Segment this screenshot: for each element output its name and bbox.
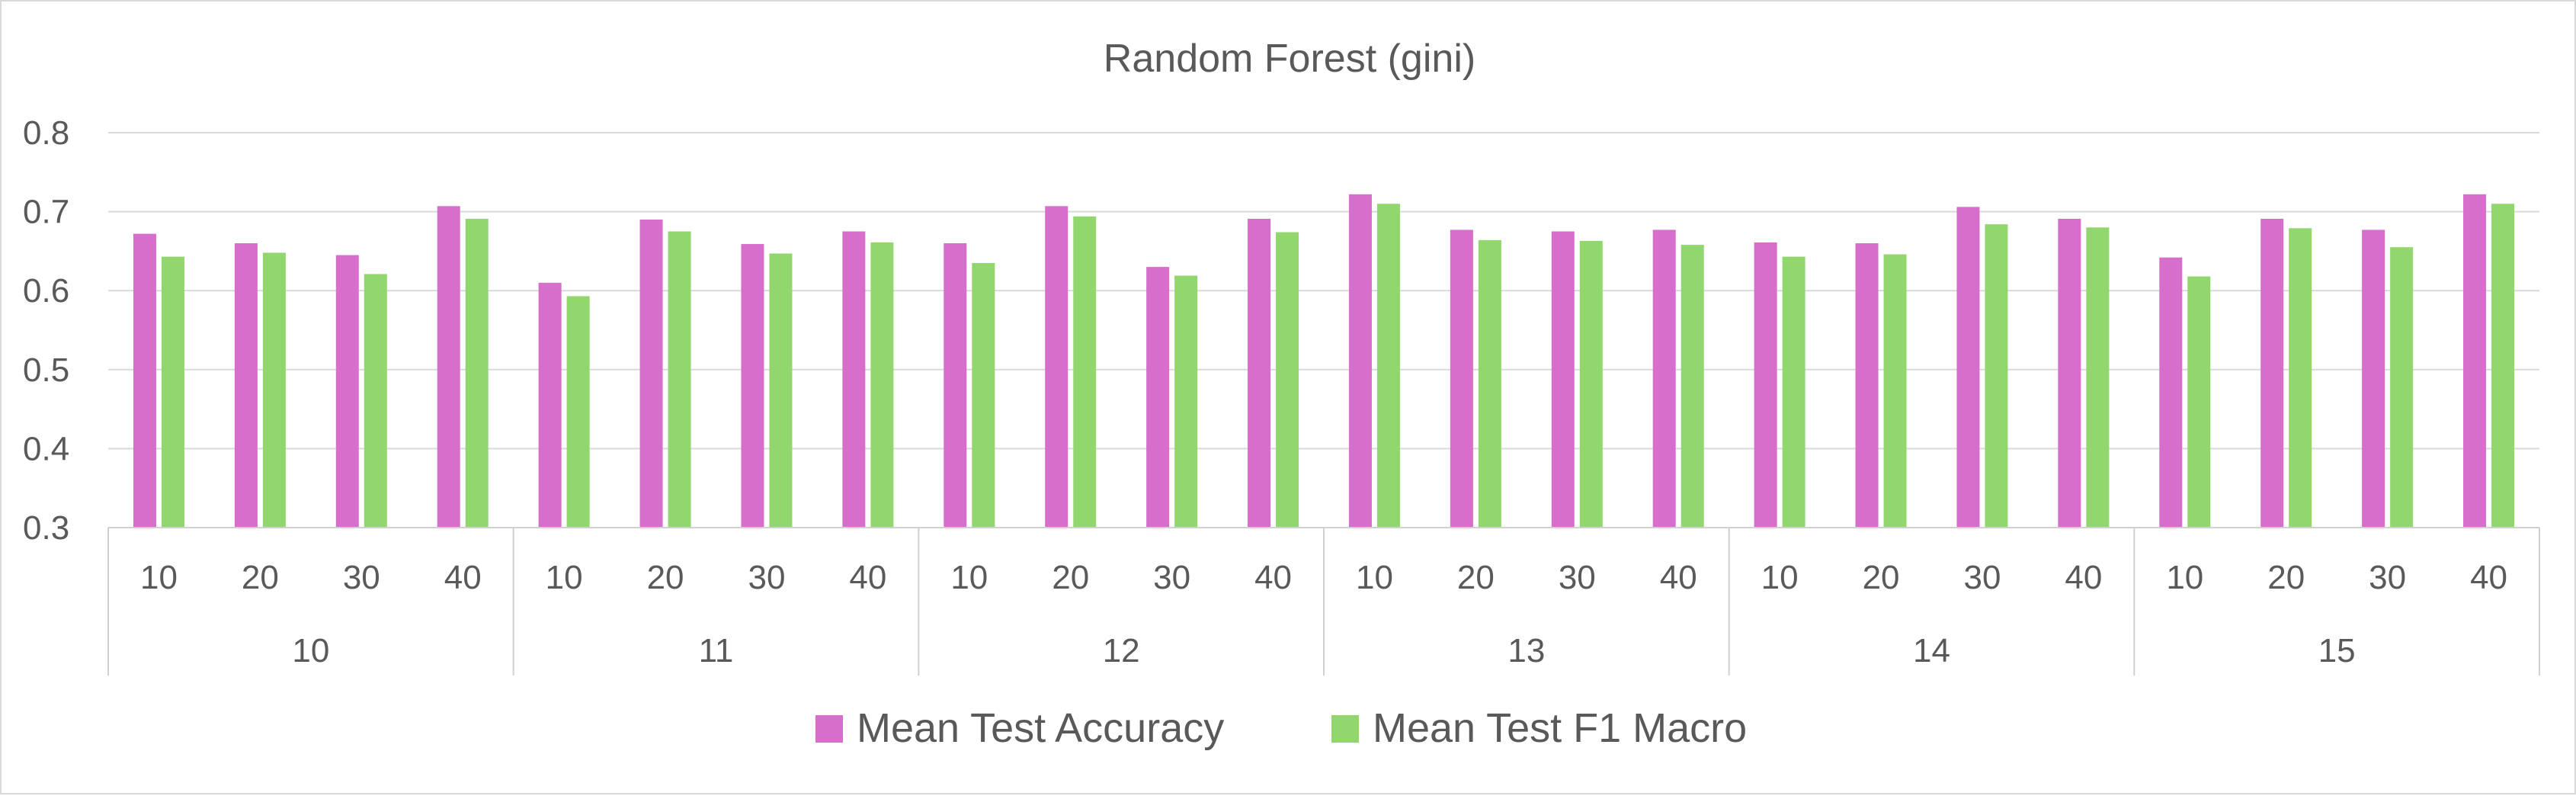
x-tick-label: 10 [2166,559,2203,596]
bar-f1-macro [2390,247,2414,528]
x-tick-label: 30 [2369,559,2406,596]
bar-accuracy [741,244,764,528]
legend: Mean Test Accuracy Mean Test F1 Macro [815,705,1747,751]
bar-accuracy [1652,229,1676,528]
bar-accuracy [1045,206,1069,528]
bar-f1-macro [1883,254,1907,528]
legend-swatch [1331,715,1359,743]
bar-accuracy [2159,257,2183,528]
x-tick-label: 30 [1559,559,1596,596]
x-tick-label: 10 [1761,559,1799,596]
bar-f1-macro [1376,204,1400,528]
bar-accuracy [538,282,562,528]
x-tick-label: 10 [1356,559,1393,596]
x-group-label: 14 [1913,632,1950,669]
bar-f1-macro [1579,240,1603,528]
bar-f1-macro [1276,232,1299,528]
x-tick-label: 40 [1660,559,1697,596]
bar-f1-macro [262,252,286,528]
bar-accuracy [1348,194,1372,528]
x-tick-label: 10 [546,559,583,596]
bar-f1-macro [364,274,387,528]
y-axis-ticks: 0.3 0.4 0.5 0.6 0.7 0.8 [23,114,69,547]
x-group-label: 10 [292,632,329,669]
y-tick-label: 0.6 [23,272,69,310]
bar-accuracy [1146,267,1170,528]
bar-f1-macro [1680,245,1704,528]
y-tick-label: 0.3 [23,509,69,547]
bar-f1-macro [1478,239,1501,528]
legend-swatch [815,715,843,743]
bar-f1-macro [870,242,894,528]
bar-f1-macro [972,262,995,528]
bar-accuracy [1450,229,1473,528]
x-group-label: 11 [699,632,734,669]
x-tick-label: 20 [2267,559,2305,596]
x-tick-label: 10 [140,559,178,596]
x-tick-label: 30 [748,559,785,596]
x-axis: 10 20 30 40 10 10 20 30 40 11 10 20 30 40 12 10 20 30 40 13… [107,527,2540,676]
bar-f1-macro [2086,227,2110,528]
bar-accuracy [1248,218,1271,528]
x-tick-label: 20 [1457,559,1495,596]
x-tick-label: 10 [950,559,988,596]
bar-accuracy [234,243,258,528]
bar-accuracy [133,233,156,528]
x-tick-label: 20 [1052,559,1089,596]
x-group-label: 12 [1103,632,1140,669]
bar-accuracy [842,231,866,528]
legend-label: Mean Test F1 Macro [1373,705,1747,751]
bar-accuracy [1956,207,1980,528]
x-tick-label: 30 [343,559,380,596]
bar-accuracy [1855,243,1879,528]
x-tick-label: 40 [444,559,482,596]
x-tick-label: 40 [2065,559,2102,596]
bar-f1-macro [1174,275,1198,528]
bar-accuracy [2058,218,2081,528]
bars [133,194,2515,528]
bar-accuracy [1754,242,1777,528]
y-tick-label: 0.8 [23,114,69,152]
bar-accuracy [335,255,359,528]
bar-f1-macro [1985,224,2008,528]
bar-f1-macro [1782,256,1805,528]
x-group-label: 13 [1507,632,1545,669]
bar-f1-macro [668,231,691,528]
y-tick-label: 0.5 [23,351,69,389]
bar-f1-macro [769,253,793,528]
bar-accuracy [944,243,967,528]
bar-f1-macro [2491,204,2515,528]
x-tick-label: 20 [242,559,279,596]
bar-accuracy [2463,194,2487,528]
x-tick-label: 40 [1254,559,1292,596]
bar-f1-macro [161,256,184,528]
chart-title: Random Forest (gini) [1104,37,1475,81]
bar-f1-macro [1073,216,1097,528]
bar-f1-macro [566,296,590,528]
bar-accuracy [639,219,663,528]
bar-accuracy [437,206,460,528]
y-tick-label: 0.4 [23,430,69,467]
bar-accuracy [1551,231,1575,528]
bar-f1-macro [2289,228,2312,528]
x-tick-label: 40 [2470,559,2507,596]
bar-f1-macro [2187,276,2211,528]
x-tick-label: 20 [1863,559,1900,596]
x-tick-label: 20 [647,559,684,596]
y-tick-label: 0.7 [23,194,69,231]
bar-accuracy [2260,218,2284,528]
bar-accuracy [2362,229,2385,528]
x-tick-label: 30 [1153,559,1190,596]
x-tick-label: 40 [849,559,886,596]
x-group-label: 15 [2318,632,2356,669]
x-tick-label: 30 [1963,559,2001,596]
bar-f1-macro [465,218,489,528]
legend-label: Mean Test Accuracy [857,705,1224,751]
